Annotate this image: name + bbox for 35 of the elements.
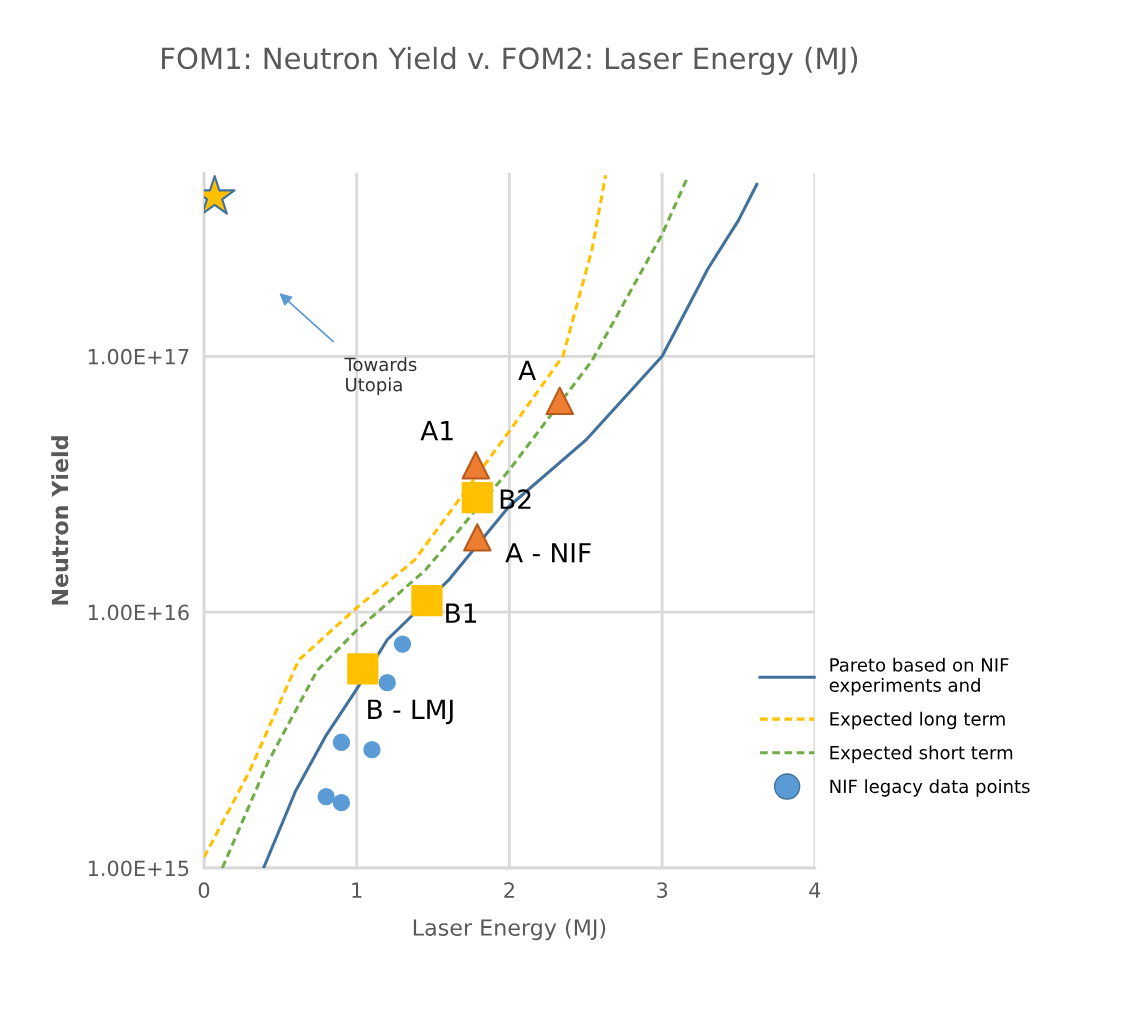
point bbox=[332, 794, 351, 812]
x-tick-label: 3 bbox=[657, 882, 668, 899]
line-series bbox=[203, 173, 608, 859]
point bbox=[393, 635, 412, 653]
y-tick-label: 1.00E+17 bbox=[88, 348, 189, 365]
x-tick-label: 1 bbox=[352, 882, 362, 898]
annotation: B1 bbox=[446, 603, 477, 623]
y-tick-label: 1.00E+15 bbox=[88, 860, 189, 877]
point bbox=[347, 653, 379, 685]
point bbox=[363, 741, 381, 759]
legend-label: Expected long term bbox=[830, 711, 1005, 730]
legend-label: Expected short term bbox=[830, 745, 1013, 763]
x-tick-label: 2 bbox=[504, 882, 514, 898]
annotation: A bbox=[518, 360, 536, 380]
annotation: A1 bbox=[420, 421, 453, 441]
line-series bbox=[220, 178, 689, 868]
x-axis-title: Laser Energy (MJ) bbox=[413, 918, 606, 941]
point bbox=[461, 451, 491, 480]
y-axis-title: Neutron Yield bbox=[51, 436, 69, 605]
legend-label: Pareto based on NIF experiments and bbox=[829, 657, 1009, 696]
x-tick-label: 4 bbox=[809, 882, 821, 898]
point bbox=[461, 482, 493, 514]
point bbox=[463, 523, 492, 552]
x-tick-label: 0 bbox=[198, 882, 210, 899]
point bbox=[411, 584, 443, 617]
point bbox=[378, 674, 396, 692]
annotation: B - LMJ bbox=[368, 699, 453, 725]
point bbox=[545, 386, 575, 416]
annotation: A - NIF bbox=[505, 543, 591, 563]
point bbox=[317, 788, 335, 806]
point bbox=[332, 733, 351, 751]
chart-title: FOM1: Neutron Yield v. FOM2: Laser Energy (MJ) bbox=[162, 46, 858, 76]
legend-label: NIF legacy data points bbox=[830, 779, 1030, 797]
y-tick-label: 1.00E+16 bbox=[88, 604, 189, 621]
annotation: Towards Utopia bbox=[344, 357, 417, 395]
